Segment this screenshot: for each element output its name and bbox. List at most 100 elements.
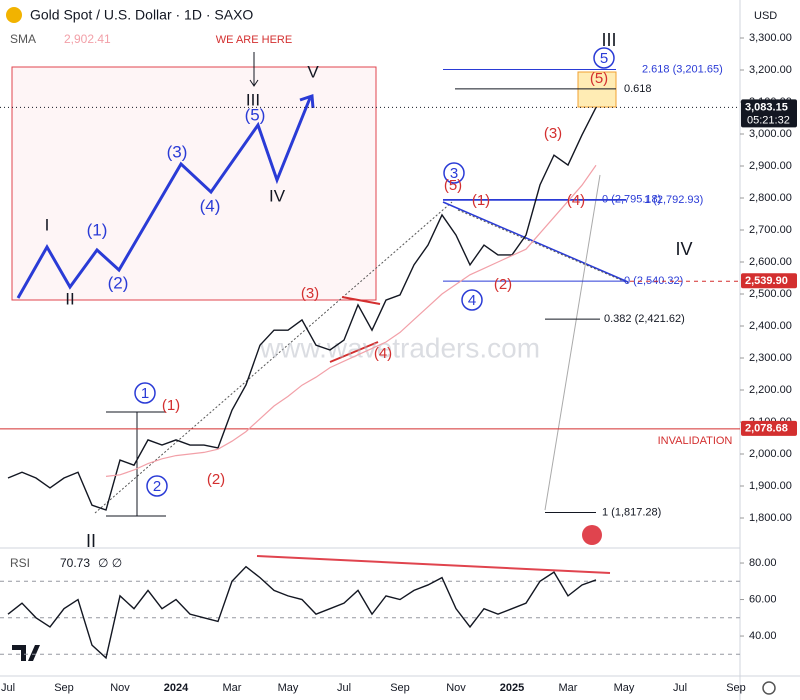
y-tick-label: 3,300.00: [749, 32, 792, 44]
inset-label: (5): [245, 105, 266, 124]
projection-line: [544, 174, 601, 511]
wave-label: II: [86, 531, 96, 551]
here-arrow-head: [249, 79, 259, 87]
price-badge-label: 2,078.68: [745, 423, 788, 435]
wave-label: (3): [301, 285, 319, 302]
x-tick-label: Jul: [673, 682, 687, 694]
inset-wave: [16, 97, 312, 299]
y-tick-label: 2,600.00: [749, 256, 792, 268]
channel-lower: [329, 341, 379, 363]
inset-box: [11, 66, 377, 301]
trend-line: [94, 201, 453, 514]
x-tick-label: Nov: [110, 682, 130, 694]
wave-label: (1): [472, 192, 490, 209]
x-tick-label: Sep: [390, 682, 410, 694]
watermark: www.wavetraders.com: [259, 332, 540, 363]
wave-label: 3: [450, 165, 458, 182]
price-badge: [741, 420, 797, 436]
wedge-line: [442, 201, 629, 283]
fib-label: 0 (2,540.32): [624, 275, 683, 287]
inset-label: (1): [87, 220, 108, 239]
inset-label: III: [246, 90, 260, 109]
x-tick-label: Jul: [337, 682, 351, 694]
fib-label: 1 (1,817.28): [602, 506, 661, 518]
x-tick-label: Mar: [559, 682, 578, 694]
channel-upper: [341, 296, 381, 305]
y-tick-label: 2,900.00: [749, 160, 792, 172]
wave-label: (5): [590, 70, 608, 87]
wave-label: (1): [162, 397, 180, 414]
wave-circle: [461, 289, 483, 311]
rsi-line: [7, 565, 597, 660]
fib-label: 1 (2,792.93): [644, 194, 703, 206]
rsi-tick-label: 60.00: [749, 593, 777, 605]
fib-label: 0 (2,795.18): [602, 193, 661, 205]
y-tick-label: 2,000.00: [749, 448, 792, 460]
inset-label: I: [45, 215, 50, 234]
inset-label: WE ARE HERE: [216, 34, 292, 46]
wave-label: (3): [544, 125, 562, 142]
x-tick-label: Mar: [223, 682, 242, 694]
rsi-divergence: [256, 555, 611, 574]
y-tick-label: 2,500.00: [749, 288, 792, 300]
price-badge: [741, 273, 797, 289]
inset-label: (4): [200, 196, 221, 215]
rsi-value: 70.73: [60, 556, 90, 570]
x-tick-label: Nov: [446, 682, 466, 694]
fib-label: 2.618 (3,201.65): [642, 63, 723, 75]
wave-label: 5: [600, 50, 608, 67]
wave-circle: [593, 47, 615, 69]
currency[interactable]: USD: [754, 10, 777, 22]
sma-legend: SMA: [10, 32, 36, 46]
wave-label: IV: [675, 239, 692, 259]
fib-label: 0.382 (2,421.62): [604, 313, 685, 325]
sma-line: [105, 164, 597, 477]
wave-label: (4): [374, 345, 392, 362]
wave-label: 1: [141, 385, 149, 402]
y-tick-label: 2,700.00: [749, 224, 792, 236]
fib-label: 0.618: [624, 83, 652, 95]
wave-circle: [443, 162, 465, 184]
wave-label: INVALIDATION: [658, 435, 733, 447]
x-tick-label: 2025: [500, 682, 524, 694]
event-icon[interactable]: [582, 525, 602, 545]
symbol-title: Gold Spot / U.S. Dollar · 1D · SAXO: [30, 7, 253, 23]
wave-label: (2): [494, 276, 512, 293]
x-tick-label: Sep: [54, 682, 74, 694]
price-line-series: [7, 107, 597, 511]
y-tick-label: 1,800.00: [749, 512, 792, 524]
rsi-extra: ∅ ∅: [98, 556, 122, 570]
wave-label: (5): [444, 177, 462, 194]
y-tick-label: 2,300.00: [749, 352, 792, 364]
wave-circle: [134, 382, 156, 404]
settings-icon[interactable]: [762, 681, 776, 695]
y-tick-label: 2,400.00: [749, 320, 792, 332]
sma-value: 2,902.41: [64, 32, 111, 46]
symbol-icon: [6, 7, 22, 23]
inset-arrow: [299, 93, 315, 109]
price-badge-label: 3,083.15: [745, 101, 788, 113]
wave-label: (2): [207, 471, 225, 488]
rsi-tick-label: 80.00: [749, 557, 777, 569]
y-tick-label: 3,000.00: [749, 128, 792, 140]
x-tick-label: May: [278, 682, 299, 694]
y-tick-label: 1,900.00: [749, 480, 792, 492]
price-badge-label: 2,539.90: [745, 275, 788, 287]
wave-label: III: [601, 30, 616, 50]
wedge-dotted: [457, 209, 629, 284]
wave-label: 2: [153, 478, 161, 495]
wave-label: 4: [468, 292, 476, 309]
y-tick-label: 2,200.00: [749, 384, 792, 396]
x-tick-label: 2024: [164, 682, 189, 694]
rsi-legend: RSI: [10, 556, 30, 570]
x-tick-label: Sep: [726, 682, 746, 694]
price-badge-sub: 05:21:32: [747, 114, 790, 126]
y-tick-label: 3,200.00: [749, 64, 792, 76]
price-badge: [741, 99, 797, 128]
inset-label: V: [307, 62, 319, 81]
logo: [12, 645, 40, 661]
y-tick-label: 2,800.00: [749, 192, 792, 204]
